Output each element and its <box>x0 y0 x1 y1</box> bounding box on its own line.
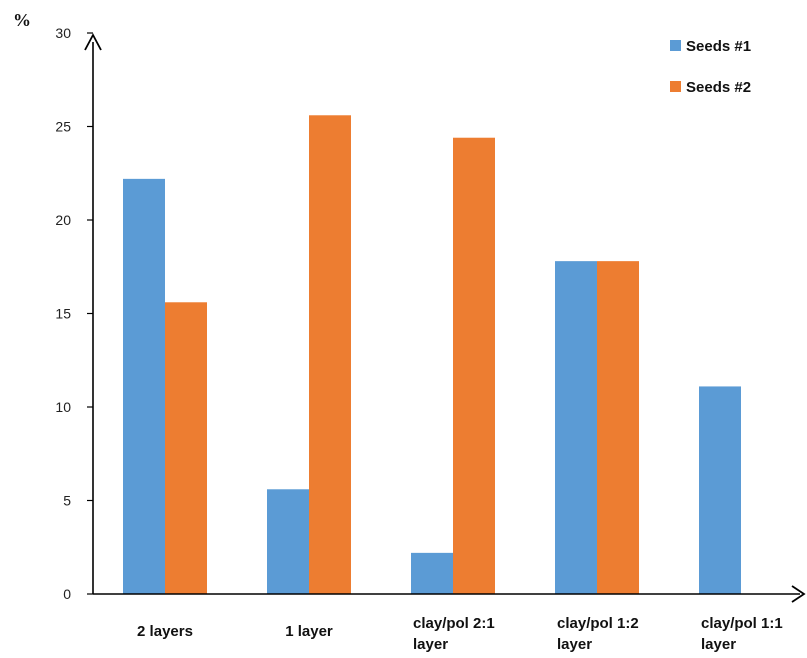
x-category-label-line: clay/pol 2:1 <box>413 615 495 632</box>
legend: Seeds #1 Seeds #2 <box>670 38 751 96</box>
bars-group <box>123 115 741 595</box>
bar-1-5 <box>699 386 741 594</box>
x-category-label-line: layer <box>701 636 736 653</box>
bar-1-3 <box>411 552 453 594</box>
x-category-label-line: clay/pol 1:2 <box>557 615 639 632</box>
y-axis-arrow-icon <box>84 33 102 51</box>
legend-label-2: Seeds #2 <box>686 79 751 96</box>
legend-label-1: Seeds #1 <box>686 38 751 55</box>
y-tick-label: 25 <box>55 119 71 135</box>
y-tick-label: 5 <box>63 493 71 509</box>
y-tick-label: 20 <box>55 212 71 228</box>
bar-2-1 <box>165 302 207 594</box>
y-tick-label: 0 <box>63 586 71 602</box>
x-category-label: clay/pol 2:1 layer <box>413 615 495 653</box>
bar-1-2 <box>267 489 309 594</box>
x-category-label-line: clay/pol 1:1 <box>701 615 783 632</box>
bar-1-4 <box>555 261 597 594</box>
bar-2-3 <box>453 137 495 594</box>
x-category-label-line: layer <box>557 636 592 653</box>
y-tick-label: 10 <box>55 399 71 415</box>
bar-2-4 <box>597 261 639 594</box>
x-category-label: clay/pol 1:1 layer <box>701 615 783 653</box>
x-category-label-line: 2 layers <box>137 623 193 640</box>
x-axis-labels: 2 layers 1 layer clay/pol 2:1layerclay/pol… <box>137 615 783 653</box>
y-axis-unit-label: % <box>13 10 31 30</box>
x-axis-arrow-icon <box>791 585 806 603</box>
x-category-label-line: layer <box>413 636 448 653</box>
y-tick-label: 15 <box>55 306 71 322</box>
bar-2-2 <box>309 115 351 594</box>
y-tick-label: 30 <box>55 25 71 41</box>
bar-1-1 <box>123 178 165 595</box>
y-axis-ticks: 0 5 10 15 20 25 30 <box>55 25 93 602</box>
x-category-label: clay/pol 1:2 layer <box>557 615 639 653</box>
x-category-label-line: 1 layer <box>285 623 333 640</box>
x-category-label: 1 layer <box>285 623 333 640</box>
legend-swatch-1 <box>670 40 681 51</box>
x-category-label: 2 layers <box>137 623 193 640</box>
legend-swatch-2 <box>670 81 681 92</box>
